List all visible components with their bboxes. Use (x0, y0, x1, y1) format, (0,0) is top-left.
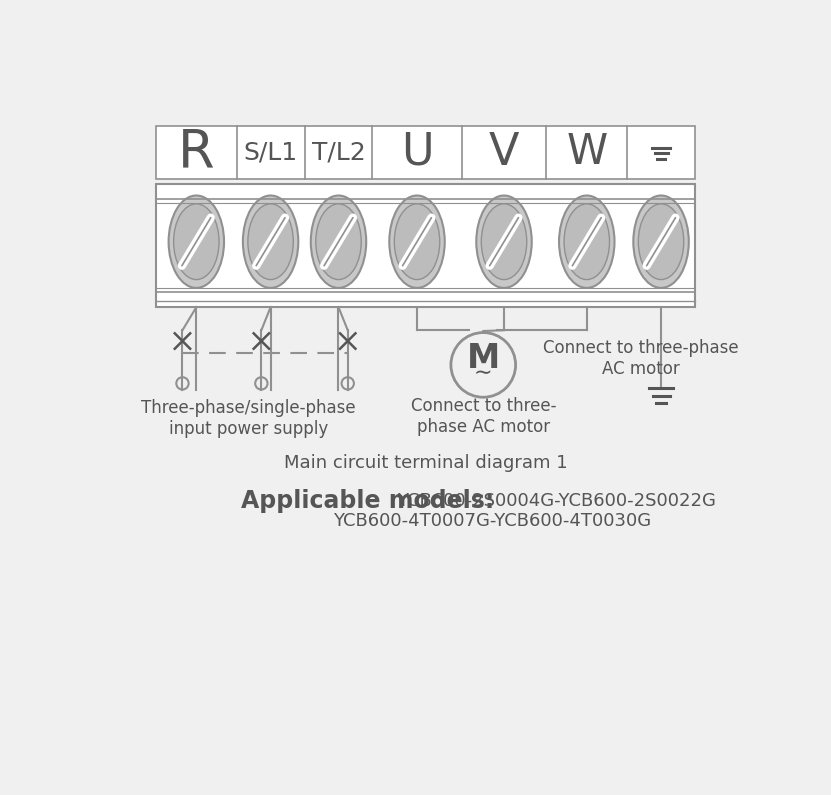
Text: V: V (489, 131, 519, 174)
Text: Applicable models:: Applicable models: (241, 489, 494, 514)
Ellipse shape (316, 204, 361, 280)
Circle shape (255, 377, 268, 390)
Bar (156, 184, 695, 307)
Bar (156, 126, 695, 179)
Ellipse shape (169, 196, 224, 288)
Text: Connect to three-
phase AC motor: Connect to three- phase AC motor (411, 397, 556, 436)
Text: ∼: ∼ (474, 363, 493, 383)
Ellipse shape (638, 204, 684, 280)
Ellipse shape (476, 196, 532, 288)
Text: YCB600-4T0007G-YCB600-4T0030G: YCB600-4T0007G-YCB600-4T0030G (333, 512, 652, 530)
Ellipse shape (564, 204, 609, 280)
Text: Connect to three-phase
AC motor: Connect to three-phase AC motor (543, 339, 739, 378)
Ellipse shape (311, 196, 366, 288)
Ellipse shape (248, 204, 293, 280)
Text: Main circuit terminal diagram 1: Main circuit terminal diagram 1 (283, 454, 568, 471)
Text: Three-phase/single-phase
input power supply: Three-phase/single-phase input power sup… (141, 399, 356, 438)
Ellipse shape (481, 204, 527, 280)
Text: R: R (178, 126, 214, 178)
Circle shape (451, 332, 515, 398)
Ellipse shape (243, 196, 298, 288)
Ellipse shape (174, 204, 219, 280)
Text: S/L1: S/L1 (243, 141, 297, 165)
Circle shape (176, 377, 189, 390)
Ellipse shape (394, 204, 440, 280)
Ellipse shape (389, 196, 445, 288)
Ellipse shape (559, 196, 614, 288)
Ellipse shape (633, 196, 689, 288)
Text: W: W (566, 131, 607, 173)
Text: U: U (401, 131, 433, 174)
Text: YCB600-2S0004G-YCB600-2S0022G: YCB600-2S0004G-YCB600-2S0022G (397, 492, 715, 510)
Circle shape (342, 377, 354, 390)
Text: T/L2: T/L2 (312, 141, 366, 165)
Text: M: M (467, 342, 500, 375)
